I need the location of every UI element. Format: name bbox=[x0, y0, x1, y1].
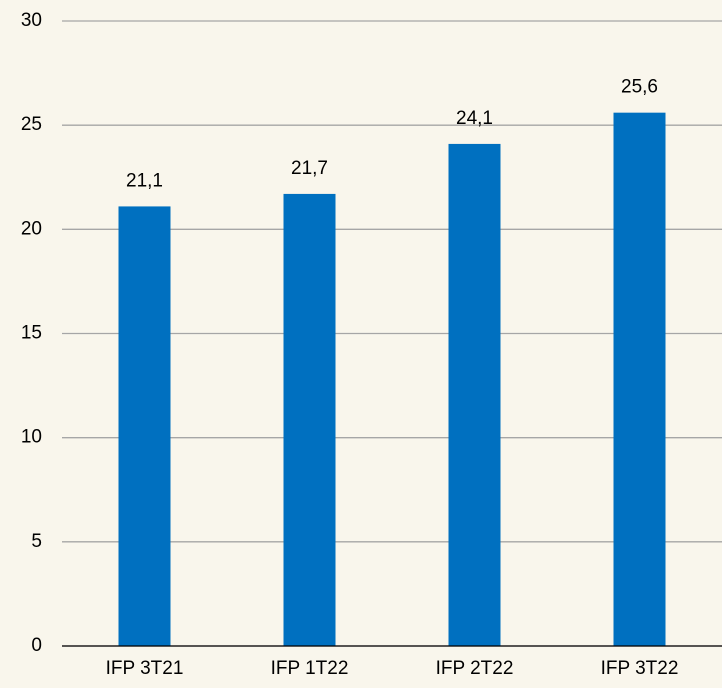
y-tick-label: 5 bbox=[31, 531, 42, 552]
x-tick-label: IFP 2T22 bbox=[436, 658, 514, 679]
x-tick-label: IFP 1T22 bbox=[271, 658, 349, 679]
y-tick-label: 15 bbox=[21, 323, 42, 344]
y-tick-label: 10 bbox=[21, 427, 42, 448]
x-tick-label: IFP 3T21 bbox=[106, 658, 184, 679]
y-tick-label: 25 bbox=[21, 114, 42, 135]
bar bbox=[118, 206, 171, 646]
bar bbox=[283, 193, 336, 646]
value-label: 24,1 bbox=[456, 108, 493, 129]
bar bbox=[448, 143, 501, 646]
value-label: 21,7 bbox=[291, 158, 328, 179]
x-tick-label: IFP 3T22 bbox=[601, 658, 679, 679]
y-tick-label: 20 bbox=[21, 218, 42, 239]
value-label: 25,6 bbox=[621, 77, 658, 98]
value-label: 21,1 bbox=[126, 170, 163, 191]
y-tick-label: 30 bbox=[21, 10, 42, 31]
bar bbox=[613, 112, 666, 646]
y-tick-label: 0 bbox=[31, 635, 42, 656]
